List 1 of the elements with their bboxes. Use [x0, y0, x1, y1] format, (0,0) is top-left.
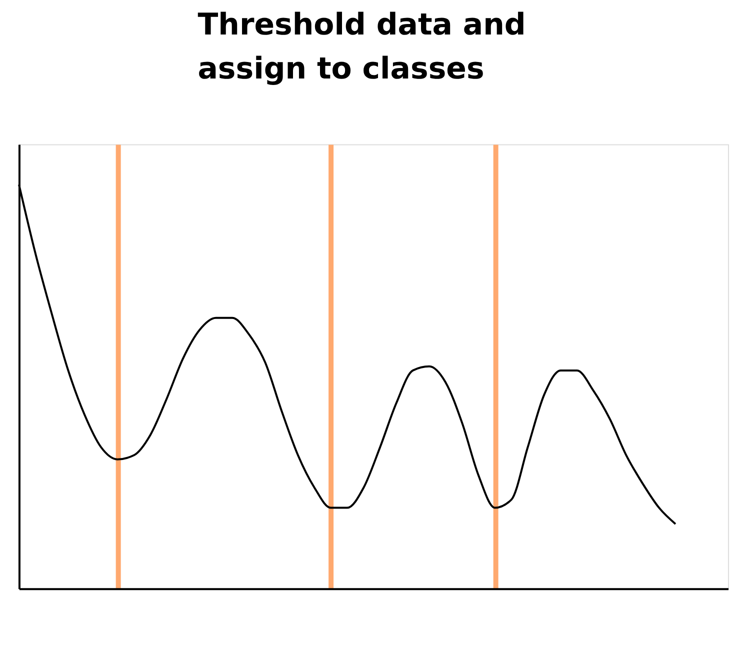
- text: Threshold data and assign to classes: [198, 7, 526, 86]
